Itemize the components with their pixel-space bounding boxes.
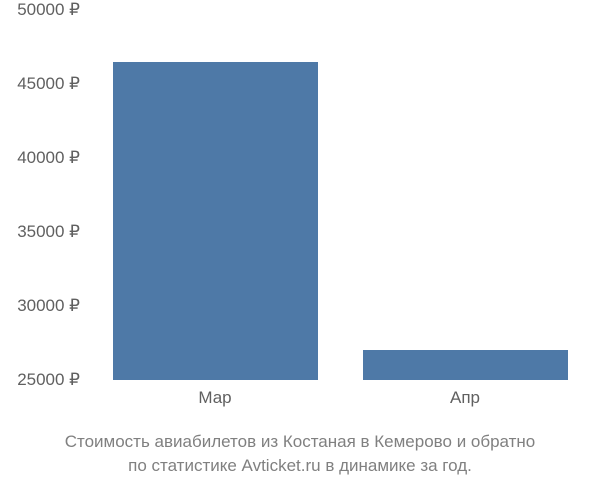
y-tick-label: 50000 ₽ [17, 0, 80, 20]
y-tick-label: 45000 ₽ [17, 74, 80, 94]
x-axis: Мар Апр [90, 388, 590, 418]
y-tick-label: 30000 ₽ [17, 296, 80, 316]
y-tick-label: 35000 ₽ [17, 222, 80, 242]
x-tick-label: Мар [198, 388, 231, 408]
y-tick-label: 25000 ₽ [17, 370, 80, 390]
plot-area [90, 10, 590, 380]
bar [363, 350, 568, 380]
chart-caption: Стоимость авиабилетов из Костаная в Кеме… [0, 430, 600, 478]
caption-line-1: Стоимость авиабилетов из Костаная в Кеме… [65, 432, 536, 451]
y-tick-label: 40000 ₽ [17, 148, 80, 168]
caption-line-2: по статистике Avticket.ru в динамике за … [128, 456, 472, 475]
bar [113, 62, 318, 380]
x-tick-label: Апр [450, 388, 480, 408]
y-axis: 25000 ₽30000 ₽35000 ₽40000 ₽45000 ₽50000… [0, 0, 90, 380]
chart-container: 25000 ₽ 30000 ₽ 35000 ₽ 40000 ₽ 45000 ₽ 50000… [0, 0, 600, 420]
